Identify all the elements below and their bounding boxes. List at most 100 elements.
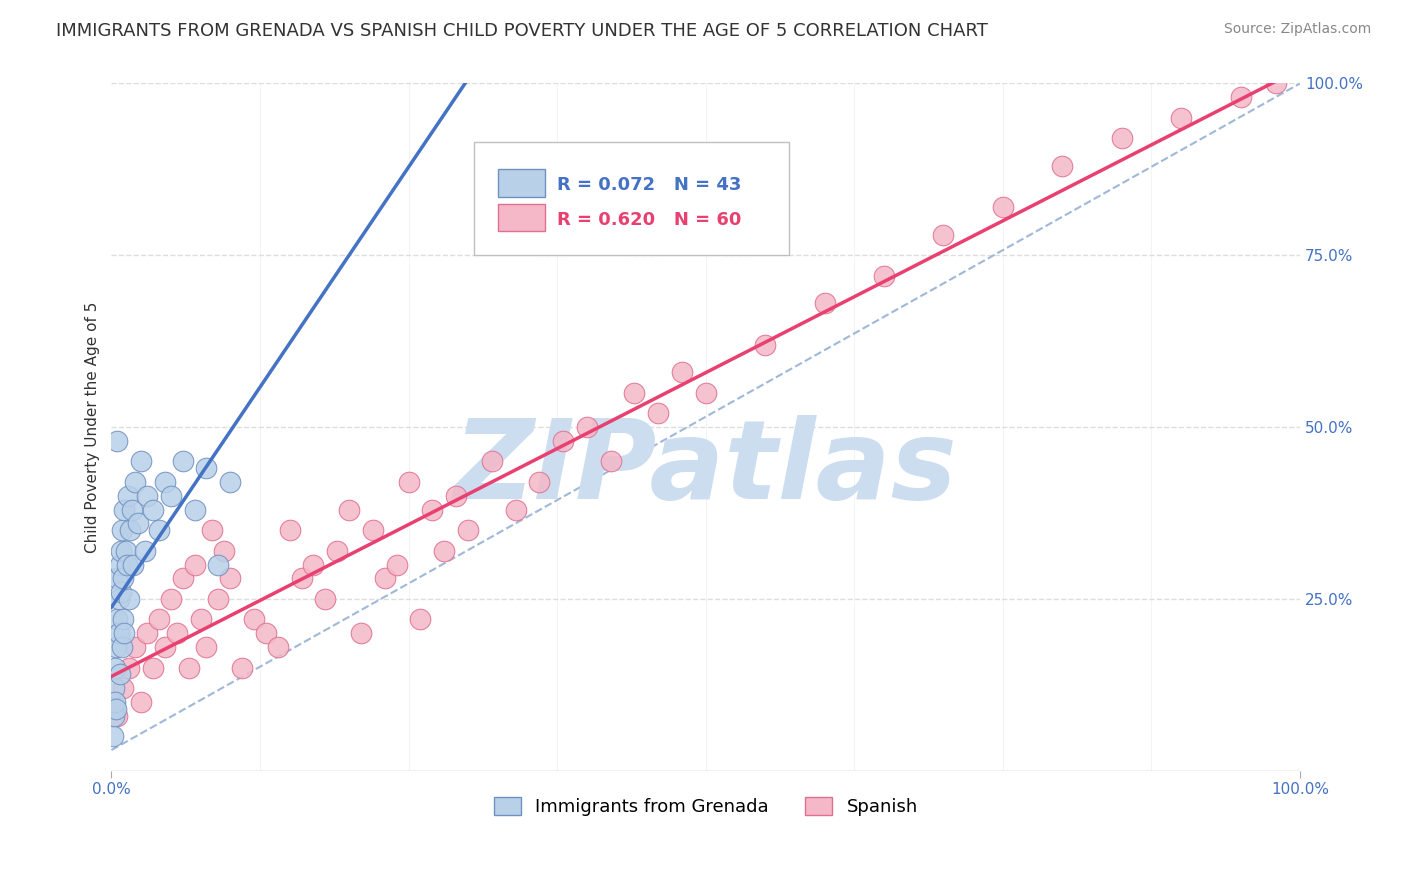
Point [124, 640, 146, 654]
Point [108, 667, 131, 681]
Point [129, 454, 152, 468]
Point [291, 571, 314, 585]
Point [873, 268, 896, 283]
Point [172, 571, 194, 585]
Point [195, 640, 218, 654]
Point [142, 502, 165, 516]
Point [112, 681, 135, 696]
Point [121, 502, 143, 516]
Point [104, 660, 127, 674]
Point [114, 626, 136, 640]
Y-axis label: Child Poverty Under the Age of 5: Child Poverty Under the Age of 5 [86, 301, 100, 553]
Point [142, 660, 165, 674]
Point [337, 502, 360, 516]
Point [813, 296, 835, 310]
Point [1265, 77, 1288, 91]
Point [110, 585, 132, 599]
Point [231, 660, 253, 674]
Point [115, 558, 138, 572]
Point [385, 558, 408, 572]
Point [444, 489, 467, 503]
Point [104, 695, 127, 709]
Point [177, 660, 200, 674]
Point [207, 591, 229, 606]
Point [160, 489, 183, 503]
Point [254, 626, 277, 640]
Point [103, 708, 125, 723]
Point [114, 502, 136, 516]
Point [105, 613, 128, 627]
Point [1170, 111, 1192, 125]
Point [153, 640, 176, 654]
Text: R = 0.072   N = 43: R = 0.072 N = 43 [557, 177, 741, 194]
Point [107, 591, 129, 606]
Point [481, 454, 503, 468]
Point [219, 475, 242, 489]
Point [148, 613, 170, 627]
Point [134, 543, 156, 558]
FancyBboxPatch shape [474, 142, 789, 255]
Point [160, 591, 183, 606]
Point [1229, 90, 1251, 104]
Point [183, 502, 205, 516]
Point [599, 454, 621, 468]
Point [623, 385, 645, 400]
Point [127, 516, 149, 531]
Point [647, 406, 669, 420]
Point [111, 523, 134, 537]
Point [267, 640, 290, 654]
Point [575, 420, 598, 434]
Point [111, 640, 134, 654]
Point [409, 613, 432, 627]
Point [214, 543, 236, 558]
Point [136, 489, 159, 503]
Point [110, 543, 132, 558]
Point [754, 337, 776, 351]
Point [350, 626, 373, 640]
Point [695, 385, 717, 400]
Point [166, 626, 188, 640]
Point [105, 702, 128, 716]
Legend: Immigrants from Grenada, Spanish: Immigrants from Grenada, Spanish [486, 789, 925, 823]
Point [219, 571, 242, 585]
FancyBboxPatch shape [498, 203, 546, 231]
Text: R = 0.620   N = 60: R = 0.620 N = 60 [557, 211, 741, 228]
Point [326, 543, 349, 558]
Point [117, 489, 139, 503]
Point [420, 502, 443, 516]
Point [671, 365, 693, 379]
Point [183, 558, 205, 572]
Point [932, 227, 955, 242]
Point [107, 626, 129, 640]
Point [120, 523, 142, 537]
Point [112, 613, 135, 627]
Point [314, 591, 336, 606]
Point [374, 571, 396, 585]
Point [118, 660, 141, 674]
Text: Source: ZipAtlas.com: Source: ZipAtlas.com [1223, 22, 1371, 37]
Point [207, 558, 229, 572]
Point [129, 695, 152, 709]
Point [172, 454, 194, 468]
Point [105, 571, 128, 585]
Point [278, 523, 301, 537]
Point [190, 613, 212, 627]
Point [361, 523, 384, 537]
Point [529, 475, 551, 489]
Point [302, 558, 325, 572]
Point [124, 475, 146, 489]
Point [398, 475, 420, 489]
Point [457, 523, 479, 537]
Point [433, 543, 456, 558]
Point [105, 434, 128, 448]
Point [148, 523, 170, 537]
Point [118, 591, 141, 606]
Point [1052, 159, 1074, 173]
Point [105, 640, 128, 654]
Point [103, 681, 125, 696]
Point [1111, 131, 1133, 145]
Point [112, 571, 135, 585]
Point [105, 708, 128, 723]
Point [108, 558, 131, 572]
FancyBboxPatch shape [498, 169, 546, 197]
